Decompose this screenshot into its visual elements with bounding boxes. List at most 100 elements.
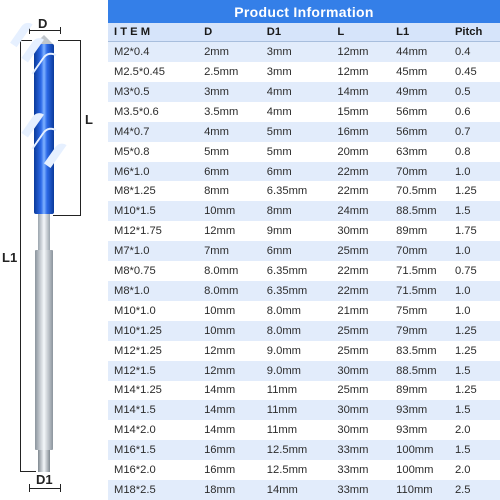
- table-row: M14*2.014mm11mm30mm93mm2.0: [108, 420, 500, 440]
- table-cell: M18*2.5: [108, 480, 202, 500]
- table-cell: 12mm: [202, 221, 265, 241]
- table-cell: 93mm: [394, 420, 453, 440]
- table-cell: 1.75: [453, 221, 500, 241]
- table-cell: 12.5mm: [265, 460, 336, 480]
- table-cell: 1.25: [453, 381, 500, 401]
- table-cell: 30mm: [335, 361, 394, 381]
- table-cell: 4mm: [265, 82, 336, 102]
- table-cell: 2.5: [453, 480, 500, 500]
- dim-line: [58, 40, 81, 41]
- table-cell: 79mm: [394, 321, 453, 341]
- dim-line: [60, 484, 61, 492]
- table-cell: 3mm: [265, 62, 336, 82]
- table-cell: 7mm: [202, 241, 265, 261]
- col-header: L: [335, 23, 394, 42]
- table-cell: 6.35mm: [265, 281, 336, 301]
- table-cell: 11mm: [265, 420, 336, 440]
- col-header: I T E M: [108, 23, 202, 42]
- table-cell: 89mm: [394, 221, 453, 241]
- table-cell: 10mm: [202, 321, 265, 341]
- table-row: M3.5*0.63.5mm4mm15mm56mm0.6: [108, 102, 500, 122]
- table-cell: 5mm: [202, 142, 265, 162]
- table-cell: M10*1.25: [108, 321, 202, 341]
- table-cell: M3.5*0.6: [108, 102, 202, 122]
- table-cell: 6.35mm: [265, 181, 336, 201]
- table-header-row: I T E MDD1LL1Pitch: [108, 23, 500, 42]
- table-row: M12*1.7512mm9mm30mm89mm1.75: [108, 221, 500, 241]
- table-cell: 14mm: [202, 381, 265, 401]
- table-cell: 1.0: [453, 301, 500, 321]
- col-header: D: [202, 23, 265, 42]
- table-cell: 12mm: [202, 341, 265, 361]
- table-cell: 8.0mm: [202, 281, 265, 301]
- table-row: M8*1.08.0mm6.35mm22mm71.5mm1.0: [108, 281, 500, 301]
- product-table-region: Product Information I T E MDD1LL1Pitch M…: [108, 0, 500, 500]
- table-cell: M16*1.5: [108, 440, 202, 460]
- tap-square-end-icon: [38, 450, 50, 472]
- table-cell: M6*1.0: [108, 162, 202, 182]
- dim-line: [20, 471, 36, 472]
- table-cell: M2.5*0.45: [108, 62, 202, 82]
- table-row: M14*1.2514mm11mm25mm89mm1.25: [108, 381, 500, 401]
- table-cell: 1.25: [453, 341, 500, 361]
- table-cell: 5mm: [265, 122, 336, 142]
- table-cell: 2mm: [202, 42, 265, 63]
- dim-line: [29, 27, 30, 34]
- table-cell: 14mm: [202, 400, 265, 420]
- table-cell: 1.5: [453, 440, 500, 460]
- table-cell: 20mm: [335, 142, 394, 162]
- table-cell: 56mm: [394, 122, 453, 142]
- table-cell: 3mm: [265, 42, 336, 63]
- dimension-diagram: D L L1 D1: [0, 0, 108, 500]
- table-cell: 11mm: [265, 400, 336, 420]
- table-cell: M2*0.4: [108, 42, 202, 63]
- table-cell: 30mm: [335, 400, 394, 420]
- table-cell: 9mm: [265, 221, 336, 241]
- table-cell: 44mm: [394, 42, 453, 63]
- table-cell: 25mm: [335, 381, 394, 401]
- table-cell: M7*1.0: [108, 241, 202, 261]
- table-cell: M14*1.5: [108, 400, 202, 420]
- table-cell: 100mm: [394, 440, 453, 460]
- table-cell: 89mm: [394, 381, 453, 401]
- table-cell: 45mm: [394, 62, 453, 82]
- table-row: M12*1.512mm9.0mm30mm88.5mm1.5: [108, 361, 500, 381]
- table-row: M4*0.74mm5mm16mm56mm0.7: [108, 122, 500, 142]
- table-cell: 21mm: [335, 301, 394, 321]
- table-cell: 12mm: [202, 361, 265, 381]
- table-cell: 93mm: [394, 400, 453, 420]
- table-row: M10*1.2510mm8.0mm25mm79mm1.25: [108, 321, 500, 341]
- table-row: M5*0.85mm5mm20mm63mm0.8: [108, 142, 500, 162]
- table-cell: 1.25: [453, 181, 500, 201]
- table-row: M8*1.258mm6.35mm22mm70.5mm1.25: [108, 181, 500, 201]
- table-cell: 75mm: [394, 301, 453, 321]
- table-title: Product Information: [108, 0, 500, 23]
- table-cell: M12*1.75: [108, 221, 202, 241]
- table-cell: M10*1.0: [108, 301, 202, 321]
- table-row: M14*1.514mm11mm30mm93mm1.5: [108, 400, 500, 420]
- table-cell: M4*0.7: [108, 122, 202, 142]
- table-cell: 33mm: [335, 480, 394, 500]
- table-cell: 0.45: [453, 62, 500, 82]
- table-cell: 0.4: [453, 42, 500, 63]
- table-cell: 9.0mm: [265, 361, 336, 381]
- table-cell: M14*1.25: [108, 381, 202, 401]
- table-row: M6*1.06mm6mm22mm70mm1.0: [108, 162, 500, 182]
- table-cell: 33mm: [335, 460, 394, 480]
- table-cell: 5mm: [265, 142, 336, 162]
- table-cell: 2.0: [453, 460, 500, 480]
- table-row: M2*0.42mm3mm12mm44mm0.4: [108, 42, 500, 63]
- table-cell: 8.0mm: [202, 261, 265, 281]
- table-cell: M14*2.0: [108, 420, 202, 440]
- table-cell: 1.0: [453, 241, 500, 261]
- dim-label-l: L: [85, 112, 93, 127]
- table-row: M10*1.510mm8mm24mm88.5mm1.5: [108, 201, 500, 221]
- dim-label-d1: D1: [36, 472, 53, 487]
- table-cell: 6.35mm: [265, 261, 336, 281]
- table-cell: 15mm: [335, 102, 394, 122]
- table-cell: 12.5mm: [265, 440, 336, 460]
- dim-line: [80, 40, 81, 216]
- dim-line: [20, 40, 21, 472]
- table-cell: 25mm: [335, 241, 394, 261]
- table-cell: M12*1.5: [108, 361, 202, 381]
